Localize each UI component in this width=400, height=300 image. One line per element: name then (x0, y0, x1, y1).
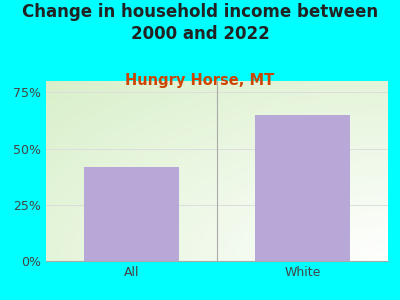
Bar (84, 167, 178, 261)
Text: Change in household income between
2000 and 2022: Change in household income between 2000 … (22, 3, 378, 43)
Text: Hungry Horse, MT: Hungry Horse, MT (125, 74, 275, 88)
Bar (256, 115, 350, 261)
